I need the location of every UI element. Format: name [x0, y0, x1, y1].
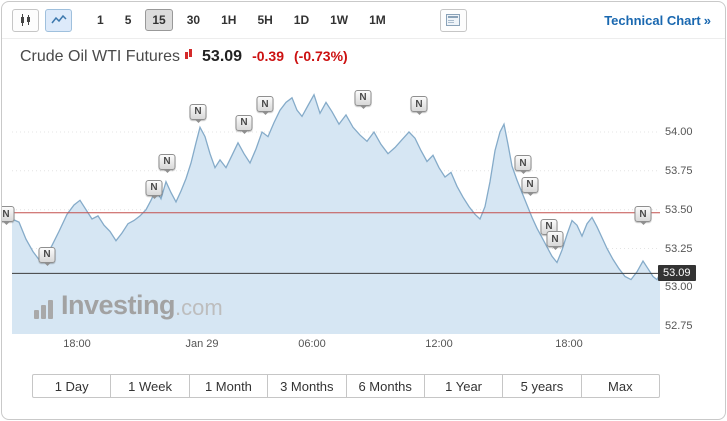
- interval-buttons: 1 5 15 30 1H 5H 1D 1W 1M: [90, 9, 400, 31]
- header: Crude Oil WTI Futures 53.09 -0.39 (-0.73…: [2, 39, 725, 66]
- investing-watermark: Investing .com: [34, 292, 223, 319]
- instrument-title: Crude Oil WTI Futures: [20, 48, 181, 65]
- range-button-1-year[interactable]: 1 Year: [423, 374, 504, 398]
- news-marker[interactable]: N: [634, 206, 652, 223]
- interval-button-1h[interactable]: 1H: [214, 9, 243, 31]
- range-button-1-month[interactable]: 1 Month: [188, 374, 269, 398]
- interval-button-1d[interactable]: 1D: [287, 9, 316, 31]
- investing-logo-icon: [34, 300, 55, 319]
- price-chart-svg: [11, 93, 661, 334]
- news-marker[interactable]: N: [158, 153, 176, 170]
- toolbar: 1 5 15 30 1H 5H 1D 1W 1M Technical Chart»: [2, 2, 725, 39]
- interval-button-5[interactable]: 5: [118, 9, 139, 31]
- range-button-6-months[interactable]: 6 Months: [345, 374, 425, 398]
- panel-icon: [446, 14, 461, 26]
- news-marker[interactable]: N: [256, 96, 274, 112]
- range-button-1-week[interactable]: 1 Week: [110, 374, 190, 398]
- interval-button-1m[interactable]: 1M: [362, 9, 393, 31]
- news-marker[interactable]: N: [546, 231, 564, 248]
- range-button-max[interactable]: Max: [580, 374, 660, 398]
- range-button-3-months[interactable]: 3 Months: [267, 374, 347, 398]
- watermark-brand: Investing: [61, 290, 176, 320]
- line-chart-button[interactable]: [45, 8, 72, 32]
- line-chart-icon: [50, 14, 67, 26]
- x-axis-label: Jan 29: [185, 338, 219, 350]
- technical-chart-link[interactable]: Technical Chart»: [604, 13, 711, 28]
- y-axis-label: 54.00: [665, 126, 693, 138]
- x-axis-label: 18:00: [555, 338, 583, 350]
- news-marker[interactable]: N: [235, 114, 253, 131]
- panel-button[interactable]: [439, 8, 467, 32]
- interval-button-30[interactable]: 30: [180, 9, 207, 31]
- interval-button-1w[interactable]: 1W: [323, 9, 355, 31]
- double-chevron-icon: »: [703, 12, 711, 28]
- news-marker[interactable]: N: [2, 206, 15, 223]
- x-axis-label: 12:00: [425, 338, 453, 350]
- interval-button-15[interactable]: 15: [145, 9, 173, 31]
- news-marker[interactable]: N: [189, 103, 207, 120]
- last-price-tag: 53.09: [658, 265, 696, 282]
- news-marker[interactable]: N: [410, 96, 428, 112]
- price-change-pct: (-0.73%): [294, 48, 348, 64]
- news-marker[interactable]: N: [514, 155, 532, 171]
- y-axis-label: 53.25: [665, 242, 693, 255]
- news-marker[interactable]: N: [354, 89, 372, 106]
- last-price: 53.09: [202, 48, 243, 65]
- price-area: [12, 94, 660, 334]
- news-marker[interactable]: N: [38, 246, 56, 263]
- news-marker[interactable]: N: [145, 179, 163, 196]
- range-button-1-day[interactable]: 1 Day: [32, 374, 112, 398]
- price-change: -0.39: [252, 48, 284, 64]
- x-axis-label: 18:00: [63, 338, 91, 350]
- range-button-5-years[interactable]: 5 years: [502, 374, 582, 398]
- technical-chart-label: Technical Chart: [604, 12, 701, 28]
- interval-button-1[interactable]: 1: [90, 9, 111, 31]
- interval-button-5h[interactable]: 5H: [250, 9, 279, 31]
- news-marker[interactable]: N: [521, 176, 539, 193]
- y-axis-label: 52.75: [665, 320, 693, 333]
- y-axis-label: 53.00: [665, 281, 693, 294]
- range-buttons: 1 Day 1 Week 1 Month 3 Months 6 Months 1 Year…: [32, 374, 660, 398]
- x-axis-label: 06:00: [298, 338, 326, 350]
- price-line: [11, 93, 661, 281]
- streaming-indicator-icon: [185, 49, 193, 60]
- candlestick-icon: [19, 13, 33, 27]
- y-axis-label: 53.50: [665, 203, 693, 216]
- y-axis-label: 53.75: [665, 164, 693, 177]
- candlestick-chart-button[interactable]: [12, 8, 39, 32]
- watermark-tld: .com: [175, 295, 223, 320]
